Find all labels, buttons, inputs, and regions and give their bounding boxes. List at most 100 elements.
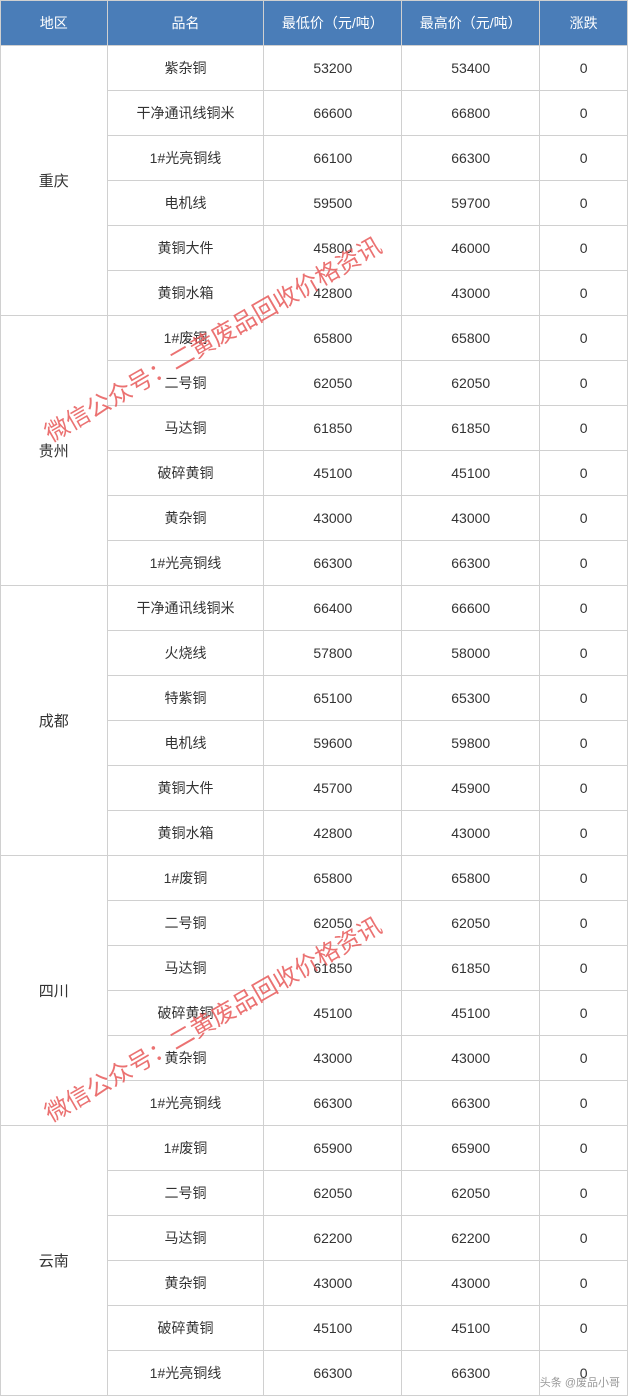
col-high: 最高价（元/吨） xyxy=(402,1,540,46)
cell-low: 45700 xyxy=(264,766,402,811)
cell-high: 43000 xyxy=(402,496,540,541)
cell-change: 0 xyxy=(540,811,628,856)
cell-low: 66400 xyxy=(264,586,402,631)
cell-low: 43000 xyxy=(264,496,402,541)
cell-change: 0 xyxy=(540,586,628,631)
cell-low: 62050 xyxy=(264,1171,402,1216)
cell-change: 0 xyxy=(540,766,628,811)
cell-name: 1#光亮铜线 xyxy=(107,541,264,586)
cell-change: 0 xyxy=(540,451,628,496)
cell-high: 66300 xyxy=(402,1081,540,1126)
cell-change: 0 xyxy=(540,1261,628,1306)
cell-high: 43000 xyxy=(402,1261,540,1306)
cell-low: 42800 xyxy=(264,811,402,856)
cell-name: 马达铜 xyxy=(107,1216,264,1261)
cell-high: 62050 xyxy=(402,361,540,406)
cell-name: 火烧线 xyxy=(107,631,264,676)
cell-low: 61850 xyxy=(264,946,402,991)
cell-low: 43000 xyxy=(264,1036,402,1081)
cell-change: 0 xyxy=(540,721,628,766)
cell-high: 65300 xyxy=(402,676,540,721)
region-cell: 四川 xyxy=(1,856,108,1126)
cell-high: 45100 xyxy=(402,1306,540,1351)
col-product: 品名 xyxy=(107,1,264,46)
cell-name: 破碎黄铜 xyxy=(107,1306,264,1351)
cell-change: 0 xyxy=(540,496,628,541)
cell-name: 马达铜 xyxy=(107,406,264,451)
cell-low: 45800 xyxy=(264,226,402,271)
cell-name: 黄杂铜 xyxy=(107,496,264,541)
cell-low: 66600 xyxy=(264,91,402,136)
cell-change: 0 xyxy=(540,1081,628,1126)
cell-high: 65800 xyxy=(402,316,540,361)
table-row: 云南1#废铜65900659000 xyxy=(1,1126,628,1171)
cell-high: 66300 xyxy=(402,136,540,181)
cell-low: 53200 xyxy=(264,46,402,91)
cell-name: 黄铜大件 xyxy=(107,226,264,271)
cell-name: 二号铜 xyxy=(107,901,264,946)
cell-name: 黄杂铜 xyxy=(107,1261,264,1306)
cell-change: 0 xyxy=(540,856,628,901)
cell-name: 二号铜 xyxy=(107,1171,264,1216)
cell-name: 黄铜水箱 xyxy=(107,271,264,316)
cell-high: 62050 xyxy=(402,1171,540,1216)
cell-high: 45100 xyxy=(402,991,540,1036)
price-table: 地区 品名 最低价（元/吨） 最高价（元/吨） 涨跌 重庆紫杂铜53200534… xyxy=(0,0,628,1396)
cell-low: 66300 xyxy=(264,541,402,586)
cell-name: 紫杂铜 xyxy=(107,46,264,91)
cell-low: 45100 xyxy=(264,451,402,496)
cell-low: 66300 xyxy=(264,1351,402,1396)
cell-change: 0 xyxy=(540,1216,628,1261)
cell-high: 59800 xyxy=(402,721,540,766)
col-low: 最低价（元/吨） xyxy=(264,1,402,46)
cell-change: 0 xyxy=(540,181,628,226)
cell-high: 43000 xyxy=(402,1036,540,1081)
cell-change: 0 xyxy=(540,406,628,451)
cell-change: 0 xyxy=(540,46,628,91)
cell-name: 1#废铜 xyxy=(107,856,264,901)
cell-low: 42800 xyxy=(264,271,402,316)
cell-name: 电机线 xyxy=(107,721,264,766)
cell-high: 65900 xyxy=(402,1126,540,1171)
cell-low: 62200 xyxy=(264,1216,402,1261)
cell-low: 59500 xyxy=(264,181,402,226)
cell-change: 0 xyxy=(540,946,628,991)
cell-high: 43000 xyxy=(402,811,540,856)
cell-change: 0 xyxy=(540,271,628,316)
cell-low: 65900 xyxy=(264,1126,402,1171)
cell-low: 59600 xyxy=(264,721,402,766)
cell-high: 53400 xyxy=(402,46,540,91)
cell-change: 0 xyxy=(540,1036,628,1081)
col-change: 涨跌 xyxy=(540,1,628,46)
cell-high: 62050 xyxy=(402,901,540,946)
cell-low: 65800 xyxy=(264,316,402,361)
region-cell: 贵州 xyxy=(1,316,108,586)
cell-name: 破碎黄铜 xyxy=(107,991,264,1036)
cell-change: 0 xyxy=(540,361,628,406)
cell-name: 二号铜 xyxy=(107,361,264,406)
cell-change: 0 xyxy=(540,541,628,586)
cell-name: 特紫铜 xyxy=(107,676,264,721)
cell-high: 62200 xyxy=(402,1216,540,1261)
cell-low: 61850 xyxy=(264,406,402,451)
cell-high: 58000 xyxy=(402,631,540,676)
cell-change: 0 xyxy=(540,136,628,181)
cell-change: 0 xyxy=(540,1306,628,1351)
cell-name: 1#光亮铜线 xyxy=(107,136,264,181)
cell-low: 65800 xyxy=(264,856,402,901)
cell-name: 黄杂铜 xyxy=(107,1036,264,1081)
cell-high: 66800 xyxy=(402,91,540,136)
cell-change: 0 xyxy=(540,676,628,721)
table-row: 贵州1#废铜65800658000 xyxy=(1,316,628,361)
cell-name: 1#废铜 xyxy=(107,316,264,361)
region-cell: 云南 xyxy=(1,1126,108,1396)
cell-name: 黄铜水箱 xyxy=(107,811,264,856)
cell-low: 45100 xyxy=(264,991,402,1036)
cell-low: 43000 xyxy=(264,1261,402,1306)
cell-high: 66300 xyxy=(402,1351,540,1396)
cell-name: 干净通讯线铜米 xyxy=(107,586,264,631)
cell-high: 43000 xyxy=(402,271,540,316)
col-region: 地区 xyxy=(1,1,108,46)
cell-low: 62050 xyxy=(264,901,402,946)
cell-change: 0 xyxy=(540,316,628,361)
